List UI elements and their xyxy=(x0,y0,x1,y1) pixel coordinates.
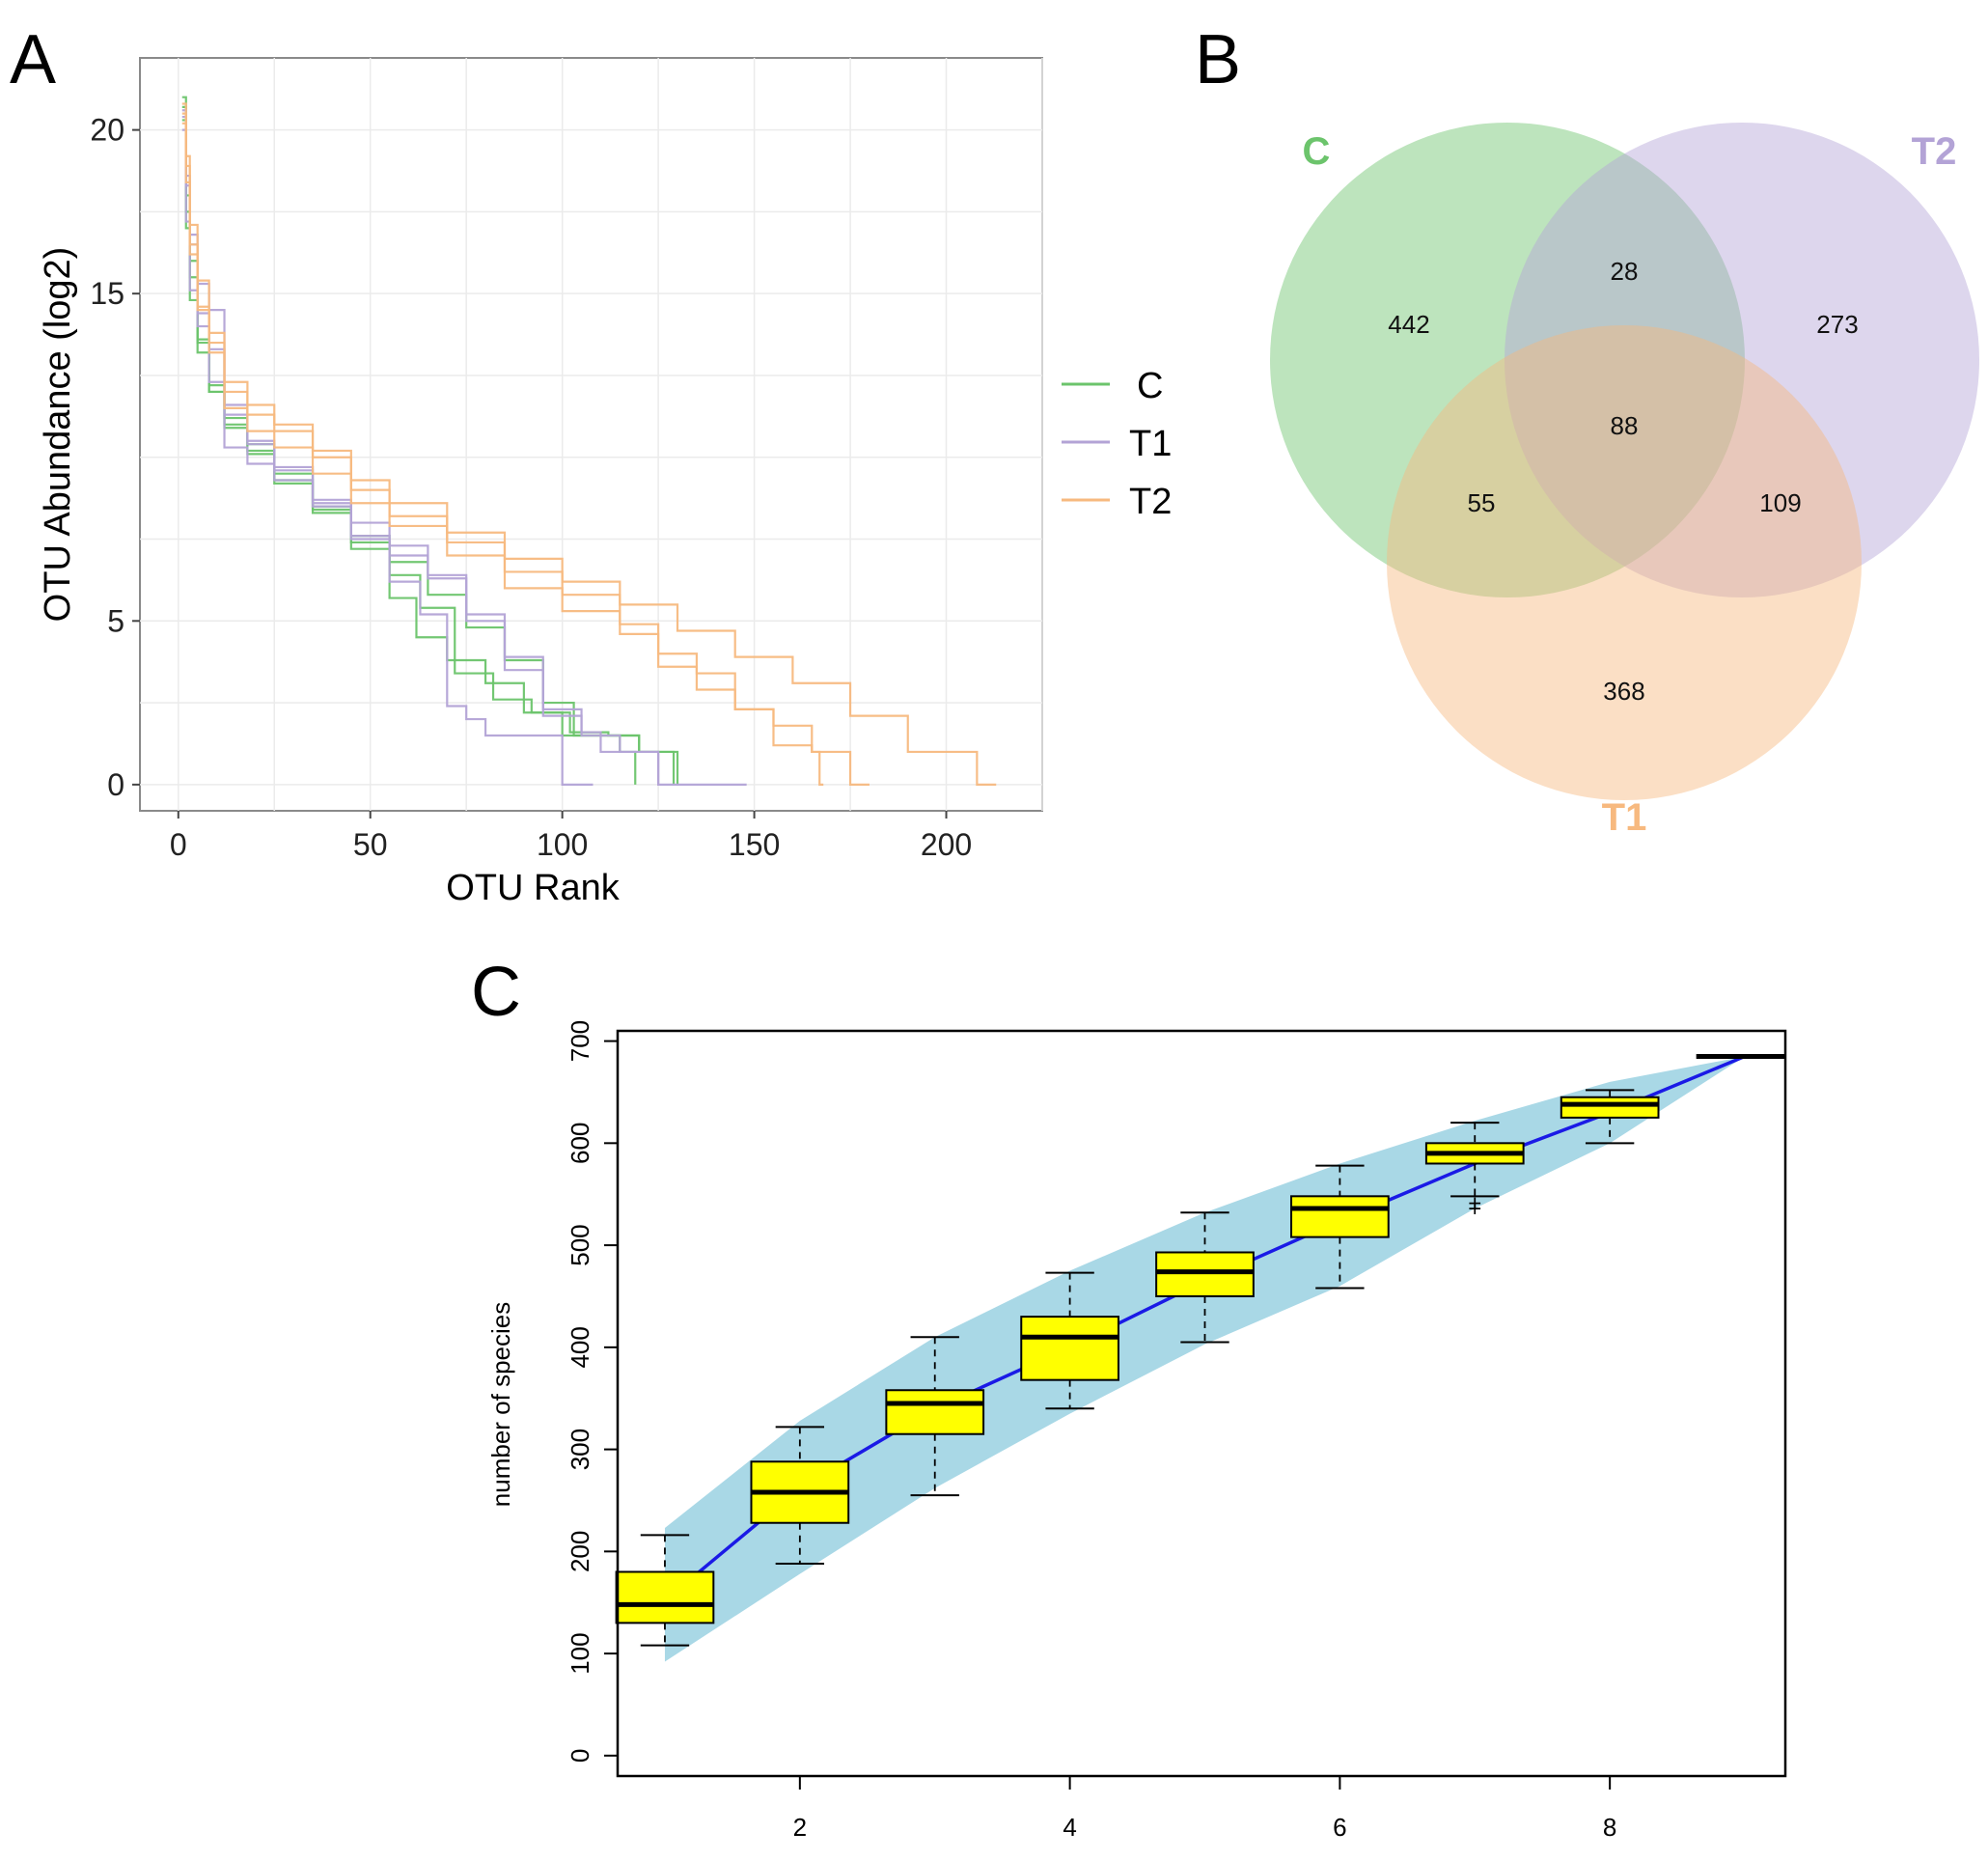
venn-circle-t1 xyxy=(1387,325,1862,800)
series-line-t2 xyxy=(181,102,997,786)
box-iqr xyxy=(615,1570,715,1624)
plot-a-x-ticks: 0 50 100 150 200 xyxy=(170,811,972,862)
y-tick-label: 0 xyxy=(566,1749,594,1763)
y-tick-label: 300 xyxy=(566,1429,594,1470)
x-tick-label: 2 xyxy=(793,1813,807,1842)
plot-c-x-ticks: 2 4 6 8 xyxy=(793,1776,1616,1842)
panel-label-b: B xyxy=(1195,21,1241,98)
boxplot-6 xyxy=(1290,1164,1390,1290)
x-tick-label: 6 xyxy=(1333,1813,1346,1842)
boxplot-8 xyxy=(1560,1089,1660,1145)
y-tick-label: 500 xyxy=(566,1224,594,1265)
legend-label-t2: T2 xyxy=(1129,482,1172,522)
confidence-band xyxy=(664,1056,1746,1662)
y-tick-label: 0 xyxy=(107,767,124,802)
series-line-t1 xyxy=(181,115,747,786)
x-tick-label: 4 xyxy=(1063,1813,1076,1842)
boxplot-1 xyxy=(615,1534,715,1647)
x-tick-label: 100 xyxy=(537,827,588,862)
venn-count-t1-only: 368 xyxy=(1603,677,1644,706)
plot-c-y-axis-title: number of species xyxy=(486,1302,515,1507)
boxplot-3 xyxy=(885,1336,985,1497)
legend-label-t1: T1 xyxy=(1129,424,1172,464)
plot-c-frame xyxy=(616,1029,1787,1778)
venn-count-c-only: 442 xyxy=(1388,310,1429,339)
boxplot-7: ++ xyxy=(1424,1122,1525,1222)
plot-a-grid xyxy=(140,58,1043,811)
box-iqr xyxy=(1560,1096,1660,1119)
boxplot-4 xyxy=(1020,1271,1119,1410)
series-line-t2 xyxy=(181,122,824,786)
y-tick-label: 200 xyxy=(566,1531,594,1572)
plot-a-background xyxy=(139,57,1043,812)
y-tick-label: 5 xyxy=(107,603,124,638)
plot-c-boxplots: ++ xyxy=(615,1053,1785,1647)
box-iqr xyxy=(1020,1316,1119,1381)
x-tick-label: 150 xyxy=(729,827,780,862)
species-accumulation-plot: ++ 2 4 6 8 0 100 200 300 400 500 600 700 number of… xyxy=(486,1020,1787,1842)
outlier-point: + xyxy=(1468,1191,1481,1217)
y-tick-label: 15 xyxy=(90,276,124,311)
x-tick-label: 200 xyxy=(921,827,972,862)
x-tick-label: 0 xyxy=(170,827,187,862)
y-tick-label: 20 xyxy=(90,113,124,148)
venn-count-t1-t2: 109 xyxy=(1759,488,1801,517)
plot-c-confidence-band xyxy=(664,1056,1746,1662)
plot-a-legend: C T1 T2 xyxy=(1062,366,1172,522)
boxplot-5 xyxy=(1155,1211,1255,1344)
venn-count-all: 88 xyxy=(1611,411,1639,440)
legend-label-c: C xyxy=(1137,366,1163,406)
abundance-plot: 0 50 100 150 200 0 5 15 20 OTU Rank OTU Abundan… xyxy=(38,57,1172,908)
y-tick-label: 600 xyxy=(566,1123,594,1164)
venn-circle-t2 xyxy=(1505,123,1979,597)
x-tick-label: 8 xyxy=(1603,1813,1616,1842)
venn-diagram: C T2 T1 442 273 368 28 55 109 88 xyxy=(1270,123,1979,839)
boxplot-2 xyxy=(750,1426,850,1566)
x-tick-label: 50 xyxy=(353,827,388,862)
venn-count-c-t1: 55 xyxy=(1468,488,1496,517)
panel-label-a: A xyxy=(10,21,56,98)
plot-a-y-axis-title: OTU Abundance (log2) xyxy=(38,247,78,623)
venn-count-c-t2: 28 xyxy=(1611,257,1639,286)
panel-label-c: C xyxy=(471,954,521,1031)
venn-label-c: C xyxy=(1303,130,1331,173)
plot-a-series xyxy=(181,96,997,786)
box-iqr xyxy=(885,1389,985,1435)
venn-label-t1: T1 xyxy=(1602,796,1647,839)
box-iqr xyxy=(1155,1251,1255,1297)
outlier-point: + xyxy=(1468,1196,1481,1222)
plot-c-y-ticks: 0 100 200 300 400 500 600 700 xyxy=(566,1020,618,1763)
y-tick-label: 700 xyxy=(566,1020,594,1062)
plot-a-y-ticks: 0 5 15 20 xyxy=(90,113,140,802)
y-tick-label: 100 xyxy=(566,1632,594,1674)
box-iqr xyxy=(1290,1195,1390,1238)
venn-count-t2-only: 273 xyxy=(1816,310,1858,339)
venn-circle-c xyxy=(1270,123,1745,597)
plot-a-x-axis-title: OTU Rank xyxy=(446,868,620,908)
y-tick-label: 400 xyxy=(566,1326,594,1368)
venn-label-t2: T2 xyxy=(1912,130,1957,173)
